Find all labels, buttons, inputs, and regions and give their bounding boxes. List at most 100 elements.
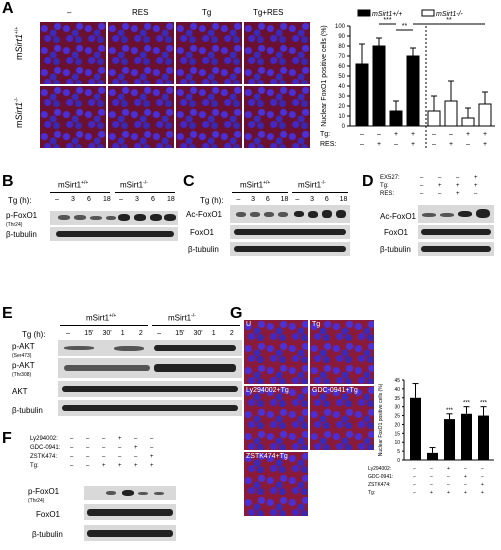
col-label-control: – xyxy=(67,8,72,17)
d-blot-2 xyxy=(418,225,494,239)
chart-g-ytick-label: 15 xyxy=(394,431,400,437)
g-treat-cell: – xyxy=(413,474,416,480)
e-lane-1: 15' xyxy=(84,330,94,337)
b-lane-4: – xyxy=(119,196,123,203)
chart-a-bar xyxy=(478,103,492,127)
g-treat-cell: + xyxy=(464,490,467,496)
g-treat-label-2: ZSTK474: xyxy=(368,482,391,488)
panel-label-f: F xyxy=(2,430,12,447)
d-cell-1-1: + xyxy=(438,183,442,189)
f-cell-0-4: – xyxy=(134,436,138,442)
chart-a-tg-mark: – xyxy=(432,131,436,138)
chart-a-sig-label: ** xyxy=(402,23,408,30)
g-treat-cell: – xyxy=(430,466,433,472)
chart-g-ytick-label: 20 xyxy=(394,422,400,428)
f-cell-2-2: – xyxy=(102,454,106,460)
chart-a-res-mark: + xyxy=(377,141,381,148)
f-row-label-2: ZSTK474: xyxy=(30,454,58,460)
chart-g-ylabel: Nuclear FoxO1 positive cells (%) xyxy=(378,383,384,456)
chart-a-legend-swatch-wt xyxy=(357,9,371,17)
c-geno1: mSirt1+/+ xyxy=(240,180,271,190)
chart-a-ytick-label: 20 xyxy=(338,104,345,110)
e-lane-3: 1 xyxy=(120,330,125,337)
f-cell-3-0: – xyxy=(70,463,74,469)
c-geno2: mSirt1-/- xyxy=(298,180,326,190)
f-cell-0-0: – xyxy=(70,436,74,442)
chart-g: 0 5 10 15 20 25 30 35 40 45 Nuclear FoxO1 positive… xyxy=(378,378,494,464)
d-blot-3 xyxy=(418,242,494,256)
d-cell-2-1: – xyxy=(438,191,442,197)
chart-a-bar xyxy=(406,55,420,127)
d-row1-label: Ac-FoxO1 xyxy=(380,212,417,221)
b-lane-3: 18 xyxy=(103,196,111,203)
micrograph-g-zstk: ZSTK474+Tg xyxy=(244,452,308,516)
chart-a-ytick-label: 10 xyxy=(338,114,345,120)
e-lane-0: – xyxy=(66,330,70,337)
chart-a-sig-label: *** xyxy=(383,17,391,24)
b-geno2-line xyxy=(115,192,175,193)
c-geno2-line xyxy=(292,192,348,193)
b-lane-0: – xyxy=(55,196,59,203)
e-tg-label: Tg (h): xyxy=(22,330,46,339)
f-cell-1-0: – xyxy=(70,445,74,451)
panel-a-micrographs: – RES Tg Tg+RES xyxy=(40,8,310,148)
panel-label-e: E xyxy=(2,305,13,322)
f-cell-3-1: – xyxy=(86,463,90,469)
panel-label-b: B xyxy=(2,173,14,190)
chart-a-bar xyxy=(389,110,403,127)
d-cell-0-1: – xyxy=(438,175,442,181)
e-lane-8: 1 xyxy=(211,330,216,337)
micrograph-ko-ctrl xyxy=(40,86,106,148)
f-cell-3-5: + xyxy=(150,463,154,469)
chart-a-ytick-label: 90 xyxy=(338,34,345,40)
g-treat-cell: – xyxy=(464,482,467,488)
panel-label-a: A xyxy=(2,0,14,17)
c-row1-label: Ac-FoxO1 xyxy=(186,210,223,219)
chart-g-ytick-label: 45 xyxy=(394,378,400,384)
d-cell-2-3: – xyxy=(474,191,478,197)
col-label-res: RES xyxy=(132,8,149,17)
chart-a-legend-swatch-ko xyxy=(421,9,435,17)
f-row2-label: FoxO1 xyxy=(36,510,61,519)
c-blot-3 xyxy=(230,242,350,256)
chart-a-tg-mark: – xyxy=(449,131,453,138)
e-row4-label: β-tubulin xyxy=(12,406,43,415)
chart-a-res-mark: + xyxy=(449,141,453,148)
f-row1-label: p-FoxO1 (Thr24) xyxy=(28,487,60,505)
b-lane-2: 6 xyxy=(87,196,91,203)
g-treat-cell: + xyxy=(464,474,467,480)
e-geno2-line xyxy=(152,325,240,326)
col-label-tg-res: Tg+RES xyxy=(253,8,284,17)
f-blot-1 xyxy=(84,486,176,500)
panel-label-g: G xyxy=(230,305,243,322)
f-cell-0-1: – xyxy=(86,436,90,442)
chart-a-res-mark: – xyxy=(466,141,470,148)
chart-a-ytick-label: 100 xyxy=(335,24,346,30)
e-lane-2: 30' xyxy=(102,330,112,337)
f-treatments: Ly294002: – – – + – – GDC-0941: – – – – + – ZSTK474: – –… xyxy=(30,436,230,486)
e-lane-9: 2 xyxy=(229,330,234,337)
d-row-label-1: Tg: xyxy=(380,183,389,189)
b-geno2: mSirt1-/- xyxy=(120,180,148,190)
chart-a-tg-mark: + xyxy=(411,131,415,138)
c-lane-5: 3 xyxy=(310,196,315,203)
chart-a-tg-mark: – xyxy=(377,131,381,138)
chart-a-bar xyxy=(427,110,441,127)
d-cell-2-0: – xyxy=(420,191,424,197)
chart-g-ytick-label: 5 xyxy=(397,449,400,455)
f-blot-2 xyxy=(84,504,176,520)
g-treat-cell: – xyxy=(464,466,467,472)
c-blot-2 xyxy=(230,225,350,239)
e-times: – 15' 30' 1 2 – 15' 30' 1 2 xyxy=(60,330,240,340)
chart-g-bar xyxy=(461,413,472,460)
b-geno1-line xyxy=(50,192,110,193)
c-row2-label: FoxO1 xyxy=(190,228,215,237)
e-geno1: mSirt1+/+ xyxy=(86,313,117,323)
e-row2-label: p-AKT (Thr308) xyxy=(12,361,35,379)
f-cell-3-3: + xyxy=(118,463,122,469)
b-blot-2 xyxy=(50,227,178,241)
micrograph-wt-res xyxy=(108,22,174,84)
b-lane-1: 3 xyxy=(71,196,75,203)
d-cell-2-2: + xyxy=(456,191,460,197)
b-tg-label: Tg (h): xyxy=(8,196,32,205)
